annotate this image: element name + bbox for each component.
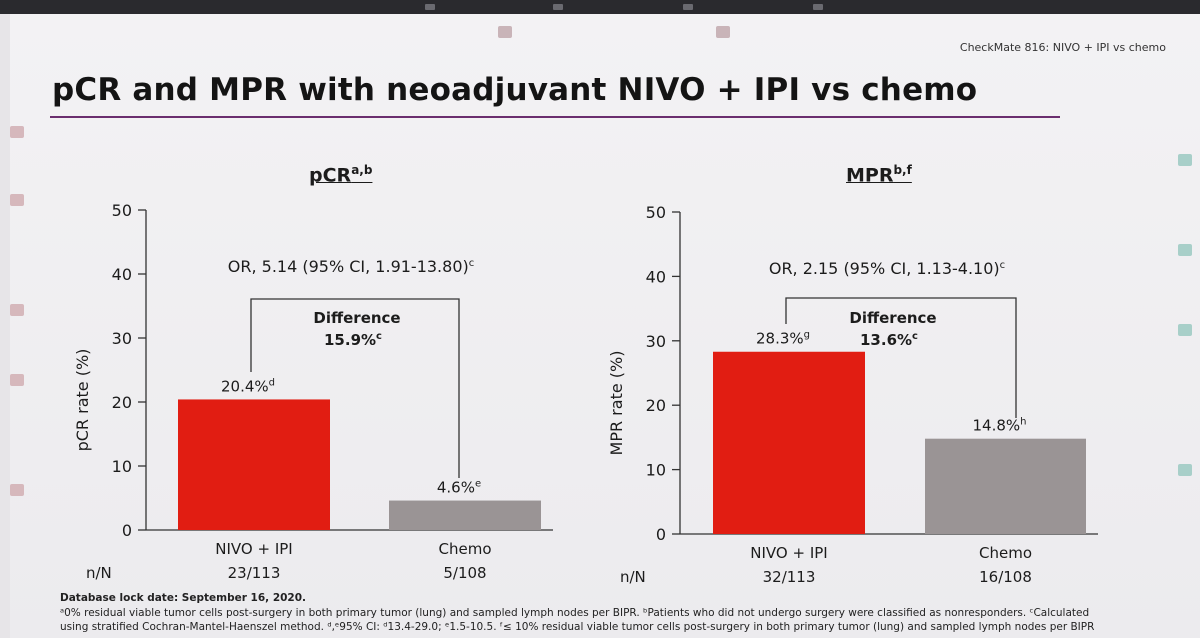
pcr-y-tick-label: 20 (112, 393, 132, 412)
top-bar-dot (553, 4, 563, 10)
mpr-y-tick-label: 30 (646, 332, 666, 351)
pcr-value-label-text: 20.4% (221, 377, 269, 395)
pcr-y-tick-label: 30 (112, 329, 132, 348)
pcr-value-label-text: 4.6% (437, 479, 475, 497)
pcr-difference-value: 15.9%c (324, 331, 382, 349)
mpr-value-label-superscript: g (804, 330, 810, 341)
mpr-difference-label: Difference (849, 309, 936, 327)
mpr-n-label: n/N (620, 568, 646, 586)
mpr-y-tick-label: 20 (646, 396, 666, 415)
mpr-odds-ratio-text: OR, 2.15 (95% CI, 1.13-4.10) (769, 259, 1000, 278)
pcr-bar-nivo-ipi (178, 399, 330, 530)
slide-marker (10, 304, 24, 316)
mpr-y-tick-label: 10 (646, 461, 666, 480)
top-bar-dot (683, 4, 693, 10)
mpr-title-superscript: b,f (893, 163, 912, 177)
mpr-chart-title: MPRb,f (846, 163, 912, 186)
mpr-value-label-text: 14.8% (973, 417, 1021, 435)
slide-marker (10, 126, 24, 138)
footnote-line-1: ᵃ0% residual viable tumor cells post-sur… (60, 607, 1090, 619)
top-bar-dot (425, 4, 435, 10)
pcr-y-tick-label: 40 (112, 265, 132, 284)
pcr-y-tick-label: 0 (122, 521, 132, 540)
pcr-difference-label: Difference (313, 309, 400, 327)
pcr-y-tick-label: 50 (112, 201, 132, 220)
slide-marker (498, 26, 512, 38)
mpr-difference-value: 13.6%c (860, 331, 918, 349)
slide-marker (1178, 464, 1192, 476)
pcr-y-axis-label: pCR rate (%) (73, 349, 92, 452)
pcr-odds-ratio: OR, 5.14 (95% CI, 1.91-13.80)c (228, 257, 475, 276)
mpr-y-tick-label: 0 (656, 525, 666, 544)
slide-marker (10, 194, 24, 206)
projector-top-bar (0, 0, 1200, 14)
slide-marker (1178, 324, 1192, 336)
mpr-value-label-text: 28.3% (756, 330, 804, 348)
study-tag: CheckMate 816: NIVO + IPI vs chemo (959, 41, 1166, 54)
slide-marker (10, 374, 24, 386)
mpr-category-label: Chemo (979, 544, 1032, 562)
mpr-y-axis-label: MPR rate (%) (607, 351, 626, 456)
mpr-odds-ratio-superscript: c (1000, 260, 1006, 271)
mpr-category-label: NIVO + IPI (750, 544, 827, 562)
pcr-title-text: pCR (309, 164, 352, 187)
mpr-n-value: 32/113 (763, 568, 816, 586)
pcr-difference-value-superscript: c (376, 331, 382, 342)
mpr-odds-ratio: OR, 2.15 (95% CI, 1.13-4.10)c (769, 259, 1005, 278)
pcr-odds-ratio-superscript: c (469, 258, 475, 269)
pcr-value-label: 4.6%e (437, 479, 481, 497)
mpr-y-tick-label: 40 (646, 267, 666, 286)
mpr-y-tick-label: 50 (646, 203, 666, 222)
pcr-n-label: n/N (86, 564, 112, 582)
mpr-value-label-superscript: h (1020, 417, 1026, 428)
mpr-value-label: 28.3%g (756, 330, 810, 348)
slide-marker (1178, 154, 1192, 166)
pcr-value-label-superscript: e (475, 479, 481, 490)
pcr-value-label-superscript: d (269, 377, 275, 388)
title-rule (50, 116, 1060, 118)
mpr-n-value: 16/108 (979, 568, 1032, 586)
pcr-odds-ratio-text: OR, 5.14 (95% CI, 1.91-13.80) (228, 257, 469, 276)
pcr-n-value: 5/108 (443, 564, 486, 582)
pcr-n-value: 23/113 (228, 564, 281, 582)
footnote-db-lock: Database lock date: September 16, 2020. (60, 592, 307, 604)
pcr-difference-value-text: 15.9% (324, 331, 376, 349)
slide-marker (10, 484, 24, 496)
pcr-title-superscript: a,b (351, 163, 373, 177)
pcr-value-label: 20.4%d (221, 377, 275, 395)
slide-marker (1178, 244, 1192, 256)
mpr-difference-value-superscript: c (912, 331, 918, 342)
pcr-difference-bracket (250, 298, 460, 478)
mpr-title-text: MPR (846, 164, 894, 187)
slide-marker (716, 26, 730, 38)
footnote-line-2: using stratified Cochran-Mantel-Haenszel… (60, 621, 1095, 633)
pcr-category-label: NIVO + IPI (215, 540, 292, 558)
mpr-difference-value-text: 13.6% (860, 331, 912, 349)
pcr-category-label: Chemo (439, 540, 492, 558)
pcr-y-tick-label: 10 (112, 457, 132, 476)
mpr-value-label: 14.8%h (973, 417, 1027, 435)
mpr-bar-chemo (925, 438, 1086, 534)
top-bar-dot (813, 4, 823, 10)
slide-title: pCR and MPR with neoadjuvant NIVO + IPI … (52, 72, 978, 108)
pcr-chart-title: pCRa,b (309, 163, 372, 186)
mpr-difference-bracket (785, 297, 1017, 418)
mpr-bar-nivo-ipi (713, 351, 865, 534)
pcr-bar-chemo (389, 500, 541, 530)
